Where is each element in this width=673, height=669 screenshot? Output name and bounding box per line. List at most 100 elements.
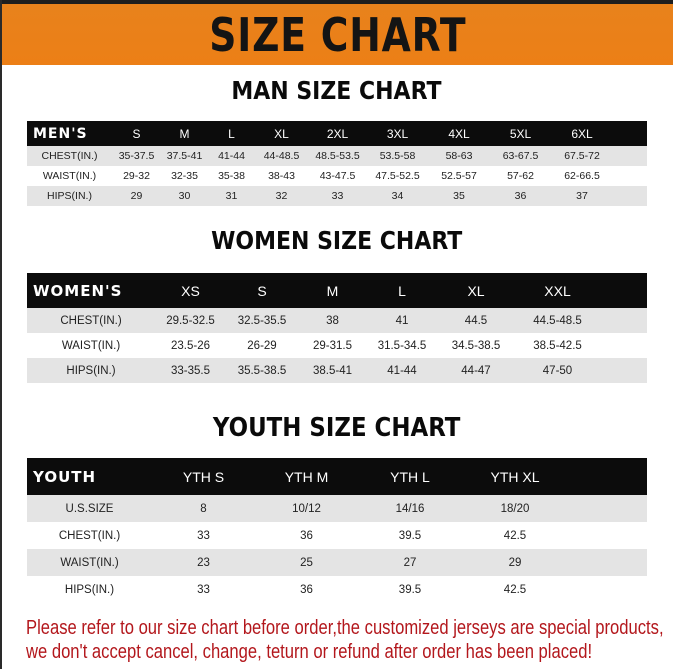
measurement-value: 33 <box>331 190 344 202</box>
table-category-label: MEN'S <box>33 125 88 142</box>
measurement-value: 18/20 <box>500 502 530 515</box>
size-header: 5XL <box>509 126 532 141</box>
size-header: M <box>326 282 339 299</box>
measurement-label: CHEST(IN.) <box>41 150 98 162</box>
size-header: M <box>179 126 190 141</box>
table-header-row: YOUTH YTH S YTH M YTH L YTH XL <box>27 458 647 495</box>
table-row: U.S.SIZE 8 10/12 14/16 18/20 <box>27 495 647 522</box>
women-section-title: WOMEN SIZE CHART <box>210 226 463 255</box>
measurement-value: 33 <box>197 583 210 596</box>
notice-line-2: we don't accept cancel, change, teturn o… <box>26 641 593 663</box>
table-row: HIPS(IN.) 29 30 31 32 33 34 35 36 37 <box>27 186 647 206</box>
measurement-value: 44-47 <box>461 364 491 377</box>
table-header-row: WOMEN'S XS S M L XL XXL <box>27 273 647 308</box>
measurement-value: 57-62 <box>507 170 534 182</box>
measurement-label: WAIST(IN.) <box>61 339 121 352</box>
measurement-value: 41-44 <box>387 364 417 377</box>
measurement-value: 44.5 <box>464 314 488 327</box>
measurement-value: 36 <box>300 583 313 596</box>
measurement-value: 23.5-26 <box>170 339 210 352</box>
table-row: WAIST(IN.) 29-32 32-35 35-38 38-43 43-47.5 47.… <box>27 166 647 186</box>
measurement-value: 44.5-48.5 <box>533 314 582 327</box>
measurement-value: 30 <box>178 190 191 202</box>
size-header: 6XL <box>571 126 593 141</box>
table-row: CHEST(IN.) 29.5-32.5 32.5-35.5 38 41 44.5 44.5… <box>27 308 647 333</box>
measurement-value: 26-29 <box>247 339 277 352</box>
measurement-value: 32 <box>275 190 288 202</box>
measurement-value: 31 <box>225 190 238 202</box>
measurement-value: 29-31.5 <box>312 339 352 352</box>
table-row: HIPS(IN.) 33 36 39.5 42.5 <box>27 576 647 603</box>
measurement-value: 29.5-32.5 <box>166 314 215 327</box>
table-header-row: MEN'S S M L XL 2XL 3XL 4XL 5XL 6XL <box>27 121 647 146</box>
measurement-value: 34.5-38.5 <box>451 339 501 352</box>
size-header: XXL <box>544 282 571 299</box>
frame-border-top <box>0 0 673 4</box>
size-header: XL <box>467 282 485 299</box>
size-header: S <box>132 126 141 141</box>
measurement-value: 27 <box>403 556 417 569</box>
measurement-value: 41 <box>395 314 409 327</box>
order-notice: Please refer to our size chart before or… <box>26 616 666 664</box>
size-header: S <box>257 282 267 299</box>
measurement-value: 36 <box>514 190 527 202</box>
men-section-title: MAN SIZE CHART <box>231 76 442 105</box>
size-header: 4XL <box>448 126 470 141</box>
men-size-table: MEN'S S M L XL 2XL 3XL 4XL 5XL 6XL CHEST(IN.) 35-37… <box>27 121 647 206</box>
measurement-value: 44-48.5 <box>263 150 300 162</box>
measurement-value: 34 <box>391 190 404 202</box>
size-header: L <box>398 282 406 299</box>
measurement-label: HIPS(IN.) <box>66 364 116 377</box>
measurement-value: 14/16 <box>395 502 425 515</box>
measurement-value: 35-38 <box>218 170 245 182</box>
measurement-value: 63-67.5 <box>502 150 539 162</box>
table-category-label: YOUTH <box>33 467 97 486</box>
table-category-label: WOMEN'S <box>33 281 123 300</box>
size-header: 3XL <box>386 126 409 141</box>
measurement-value: 10/12 <box>292 502 321 515</box>
measurement-value: 32-35 <box>171 170 198 182</box>
table-row: WAIST(IN.) 23 25 27 29 <box>27 549 647 576</box>
youth-section-title: YOUTH SIZE CHART <box>212 413 461 443</box>
table-row: CHEST(IN.) 35-37.5 37.5-41 41-44 44-48.5 48.5… <box>27 146 647 166</box>
table-row: CHEST(IN.) 33 36 39.5 42.5 <box>27 522 647 549</box>
measurement-label: CHEST(IN.) <box>60 314 122 327</box>
banner-title: SIZE CHART <box>208 7 467 62</box>
size-header: XL <box>274 126 289 141</box>
size-header: L <box>228 126 235 141</box>
measurement-value: 35.5-38.5 <box>237 364 287 377</box>
measurement-value: 48.5-53.5 <box>315 150 360 162</box>
measurement-value: 37.5-41 <box>166 150 203 162</box>
measurement-value: 29 <box>508 556 522 569</box>
measurement-value: 42.5 <box>503 529 527 542</box>
measurement-value: 31.5-34.5 <box>377 339 427 352</box>
measurement-value: 35-37.5 <box>118 150 155 162</box>
measurement-value: 29 <box>130 190 143 202</box>
measurement-value: 38-43 <box>268 170 295 182</box>
size-header: YTH M <box>284 468 329 485</box>
measurement-value: 39.5 <box>398 529 422 542</box>
frame-border-left <box>0 0 2 669</box>
size-header: YTH XL <box>490 468 540 485</box>
measurement-value: 35 <box>453 190 465 202</box>
measurement-value: 38.5-41 <box>312 364 352 377</box>
measurement-value: 32.5-35.5 <box>237 314 287 327</box>
measurement-label: CHEST(IN.) <box>58 529 121 542</box>
measurement-value: 39.5 <box>398 583 422 596</box>
measurement-label: WAIST(IN.) <box>42 170 97 182</box>
size-header: 2XL <box>326 126 349 141</box>
youth-size-table: YOUTH YTH S YTH M YTH L YTH XL U.S.SIZE 8 10/12… <box>27 458 647 603</box>
measurement-value: 36 <box>300 529 313 542</box>
measurement-value: 38.5-42.5 <box>533 339 582 352</box>
measurement-value: 53.5-58 <box>379 150 416 162</box>
measurement-value: 33 <box>197 529 210 542</box>
notice-line-1: Please refer to our size chart before or… <box>26 617 664 639</box>
measurement-value: 41-44 <box>218 150 245 162</box>
size-header: YTH S <box>182 468 225 485</box>
women-size-table: WOMEN'S XS S M L XL XXL CHEST(IN.) 29.5-32.5 32.5… <box>27 273 647 383</box>
measurement-label: HIPS(IN.) <box>47 190 92 202</box>
measurement-value: 52.5-57 <box>441 170 477 182</box>
measurement-value: 58-63 <box>445 150 473 162</box>
measurement-value: 29-32 <box>123 170 150 182</box>
measurement-value: 8 <box>200 502 207 515</box>
